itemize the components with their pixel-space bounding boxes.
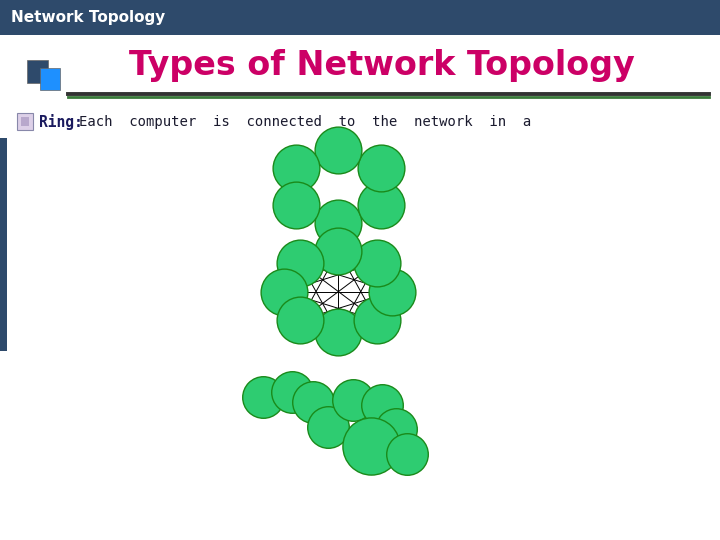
- FancyBboxPatch shape: [0, 138, 7, 351]
- Point: [333, 328, 344, 336]
- Point: [371, 316, 382, 325]
- Text: Network Topology: Network Topology: [11, 10, 165, 25]
- Point: [290, 200, 302, 209]
- FancyBboxPatch shape: [21, 117, 29, 126]
- Text: Ring:: Ring:: [39, 114, 83, 130]
- Point: [347, 395, 359, 404]
- Point: [294, 259, 306, 267]
- Point: [286, 387, 297, 396]
- Point: [390, 425, 402, 434]
- Point: [333, 247, 344, 255]
- FancyBboxPatch shape: [17, 113, 33, 130]
- Point: [290, 164, 302, 172]
- Text: Types of Network Topology: Types of Network Topology: [129, 49, 634, 83]
- Point: [333, 145, 344, 154]
- Point: [375, 200, 387, 209]
- Point: [307, 398, 319, 407]
- Point: [333, 219, 344, 227]
- Point: [376, 401, 387, 409]
- Point: [371, 259, 382, 267]
- Point: [279, 287, 290, 296]
- Point: [257, 393, 269, 401]
- FancyBboxPatch shape: [40, 68, 60, 90]
- Point: [294, 316, 306, 325]
- FancyBboxPatch shape: [27, 60, 48, 83]
- Point: [365, 441, 377, 450]
- Point: [375, 164, 387, 172]
- Point: [387, 287, 398, 296]
- Point: [322, 422, 333, 431]
- FancyBboxPatch shape: [0, 0, 720, 35]
- Text: Each  computer  is  connected  to  the  network  in  a: Each computer is connected to the networ…: [79, 115, 531, 129]
- Point: [401, 449, 413, 458]
